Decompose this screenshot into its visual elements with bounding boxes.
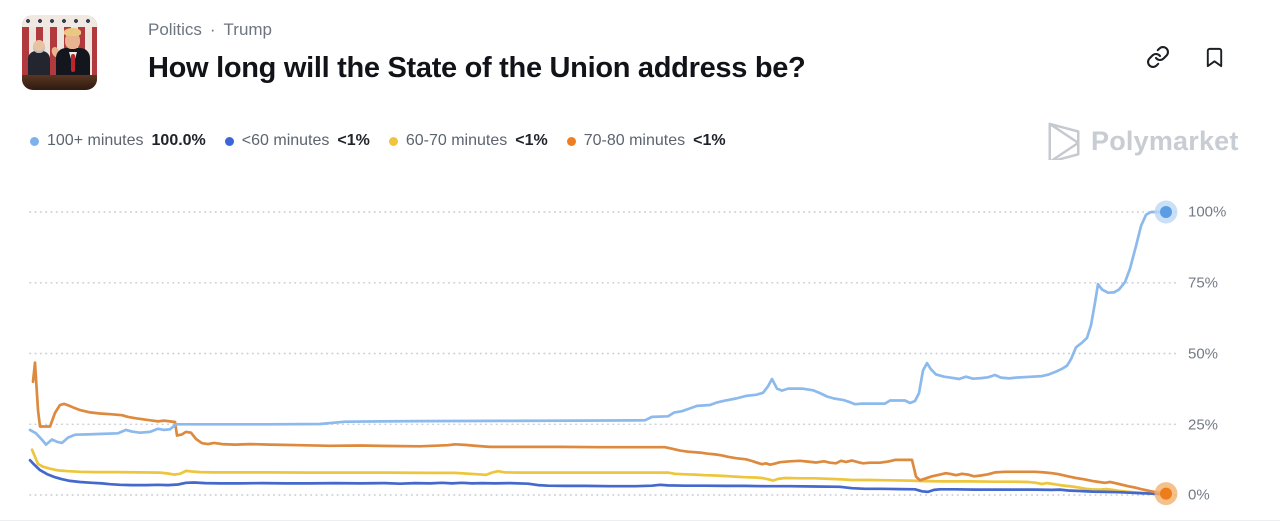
speaker-hair	[64, 28, 81, 36]
legend-dot-70to80	[566, 136, 576, 146]
legend-item-100plus[interactable]: 100+ minutes 100.0%	[30, 132, 206, 150]
polymarket-wordmark: Polymarket	[1091, 125, 1239, 156]
breadcrumb-category[interactable]: Politics	[148, 20, 202, 39]
legend-item-70to80[interactable]: 70-80 minutes <1%	[566, 132, 726, 150]
legend-dot-under60	[224, 136, 234, 146]
legend-item-under60[interactable]: <60 minutes <1%	[224, 132, 370, 150]
bookmark-icon	[1206, 47, 1222, 67]
legend-value: <1%	[337, 132, 370, 149]
polymarket-logo-icon	[1048, 122, 1080, 160]
bookmark-button[interactable]	[1199, 42, 1229, 72]
legend-value: 100.0%	[151, 132, 206, 149]
y-axis-label-50: 50%	[1188, 345, 1219, 363]
page-title: How long will the State of the Union add…	[148, 52, 806, 84]
flag-stars-decoration	[22, 15, 97, 27]
link-icon	[1147, 46, 1169, 68]
background-figure	[28, 40, 50, 77]
legend-label: 60-70 minutes	[405, 132, 508, 149]
legend-label: 70-80 minutes	[583, 132, 686, 149]
polymarket-watermark: Polymarket	[1046, 122, 1239, 160]
speaker-head	[65, 32, 80, 49]
legend-dot-60to70	[388, 136, 398, 146]
y-axis-label-0: 0%	[1188, 486, 1210, 504]
copy-link-button[interactable]	[1143, 42, 1173, 72]
legend-label: <60 minutes	[241, 132, 330, 149]
breadcrumb: Politics · Trump	[148, 20, 272, 40]
legend-dot-100plus	[30, 136, 39, 146]
legend-value: <1%	[693, 132, 726, 149]
legend-item-60to70[interactable]: 60-70 minutes <1%	[388, 132, 548, 150]
legend-label: 100+ minutes	[47, 132, 144, 149]
breadcrumb-separator: ·	[209, 20, 216, 39]
chart-legend: 100+ minutes 100.0% <60 minutes <1% 60-7…	[30, 132, 726, 150]
y-axis-label-100: 100%	[1188, 203, 1227, 221]
breadcrumb-tag[interactable]: Trump	[223, 20, 273, 39]
legend-value: <1%	[515, 132, 548, 149]
podium	[22, 75, 97, 90]
market-thumbnail[interactable]	[22, 15, 97, 90]
y-axis-label-75: 75%	[1188, 274, 1219, 292]
y-axis-label-25: 25%	[1188, 416, 1219, 434]
speaker-tie	[71, 54, 75, 72]
